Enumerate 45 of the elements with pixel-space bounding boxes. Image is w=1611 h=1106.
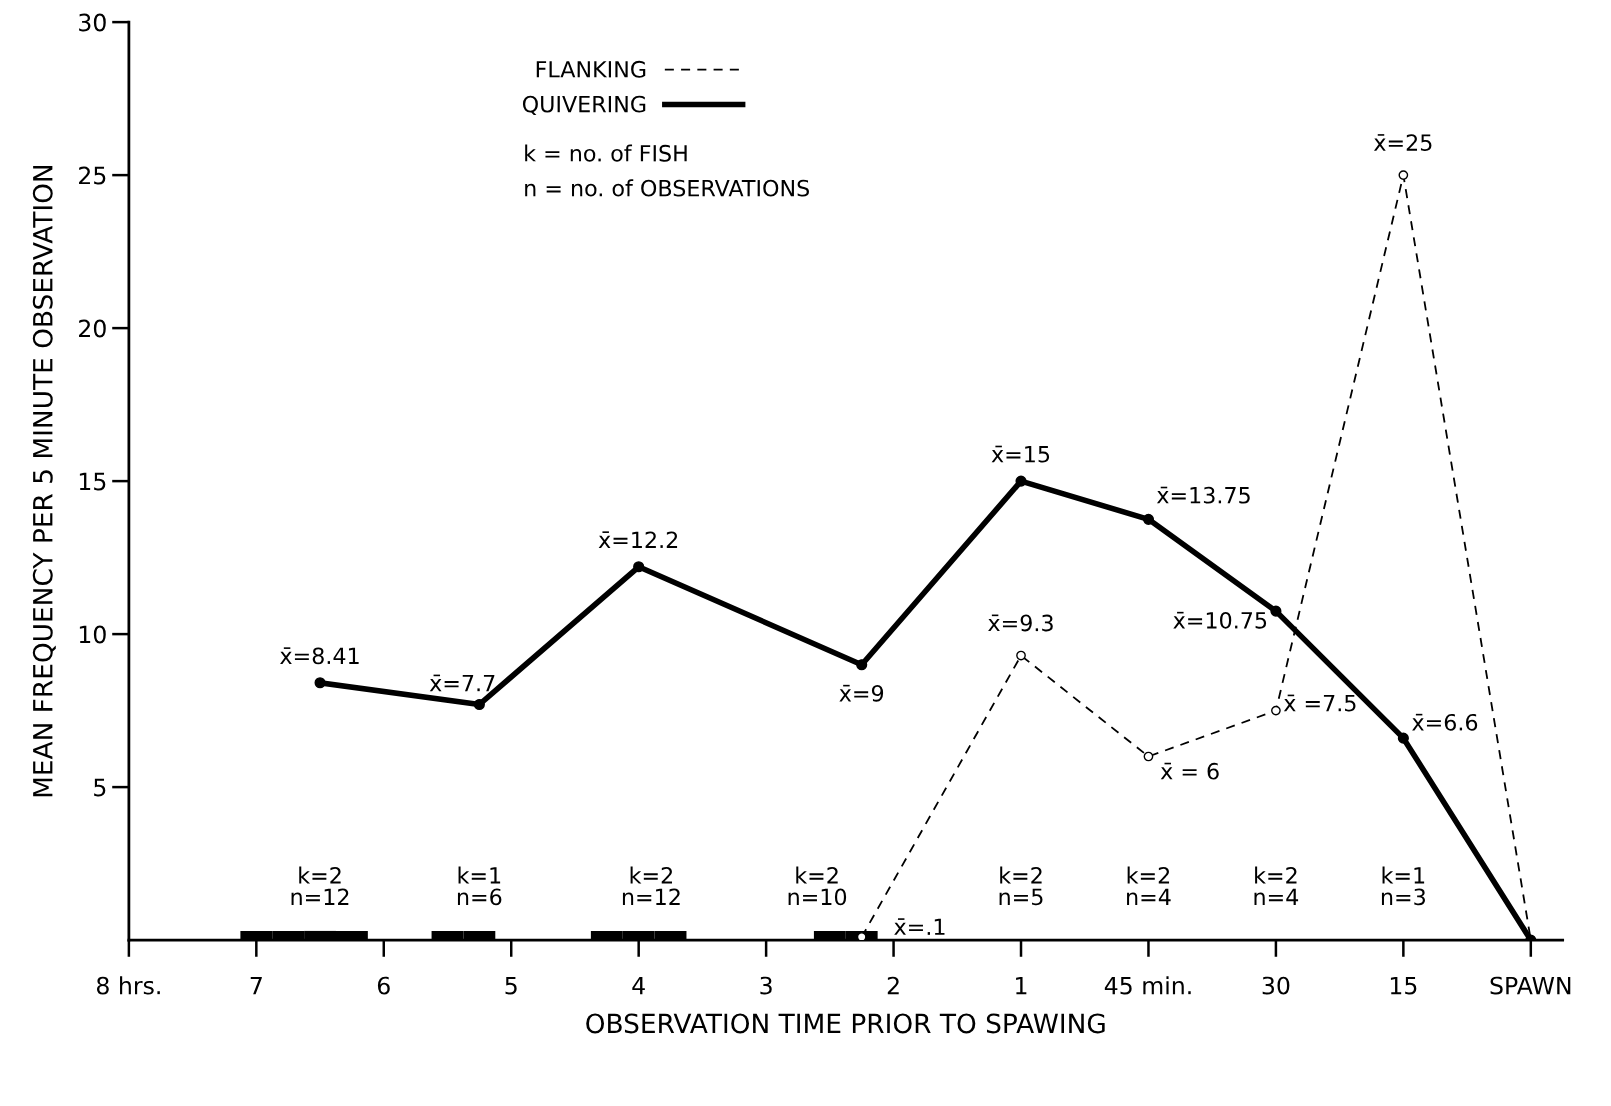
annotation: k=2 n=12 bbox=[622, 866, 680, 905]
data-label: x̄=9.3 bbox=[988, 614, 1053, 632]
legend-label: FLANKING bbox=[536, 60, 646, 78]
y-axis-title: MEAN FREQUENCY PER 5 MINUTE OBSERVATION bbox=[32, 165, 56, 797]
x-tick-label: 5 bbox=[505, 976, 517, 995]
annotation: k = no. of FISH bbox=[525, 144, 687, 162]
x-tick-label: 30 bbox=[1262, 976, 1290, 995]
data-label: x̄=13.75 bbox=[1156, 486, 1250, 504]
data-label: x̄=8.41 bbox=[280, 647, 359, 665]
x-tick-label: 4 bbox=[632, 976, 645, 995]
x-tick-label: 7 bbox=[250, 976, 262, 995]
annotation: k=1 n=3 bbox=[1381, 866, 1425, 906]
x-tick-label: 15 bbox=[1390, 976, 1417, 995]
y-tick-label: 30 bbox=[79, 13, 106, 32]
x-tick-label: 8 hrs. bbox=[96, 976, 160, 995]
x-axis-title: OBSERVATION TIME PRIOR TO SPAWING bbox=[586, 1013, 1105, 1034]
y-tick-label: 10 bbox=[79, 625, 106, 644]
data-label: x̄=.1 bbox=[894, 918, 945, 935]
y-tick-label: 5 bbox=[94, 778, 106, 797]
annotation: n = no. of OBSERVATIONS bbox=[525, 179, 809, 197]
y-tick-label: 25 bbox=[79, 166, 106, 185]
annotation: k=1 n=6 bbox=[457, 866, 502, 906]
data-label: x̄=9 bbox=[839, 684, 884, 702]
x-tick-label: 6 bbox=[377, 976, 390, 995]
x-tick-label: 45 min. bbox=[1104, 976, 1191, 995]
legend-label: QUIVERING bbox=[522, 95, 646, 116]
y-tick-label: 20 bbox=[79, 319, 106, 338]
x-tick-label: SPAWN bbox=[1490, 976, 1571, 995]
annotation: k=2 n=5 bbox=[999, 866, 1043, 906]
data-label: x̄=25 bbox=[1373, 134, 1432, 152]
data-label: x̄ =7.5 bbox=[1283, 694, 1356, 712]
data-label: x̄=15 bbox=[991, 445, 1050, 463]
data-label: x̄ = 6 bbox=[1160, 762, 1219, 780]
data-label: x̄=10.75 bbox=[1173, 611, 1267, 629]
data-label: x̄=6.6 bbox=[1412, 713, 1478, 731]
annotation: k=2 n=12 bbox=[291, 866, 349, 905]
data-label: x̄=12.2 bbox=[598, 531, 678, 548]
annotation: k=2 n=4 bbox=[1254, 866, 1299, 905]
x-tick-label: 2 bbox=[887, 976, 899, 995]
annotation: k=2 n=10 bbox=[788, 866, 847, 906]
annotation: k=2 n=4 bbox=[1127, 866, 1171, 905]
x-tick-label: 1 bbox=[1016, 976, 1027, 995]
x-tick-label: 3 bbox=[760, 976, 772, 995]
y-tick-label: 15 bbox=[79, 472, 106, 491]
data-label: x̄=7.7 bbox=[429, 674, 495, 692]
